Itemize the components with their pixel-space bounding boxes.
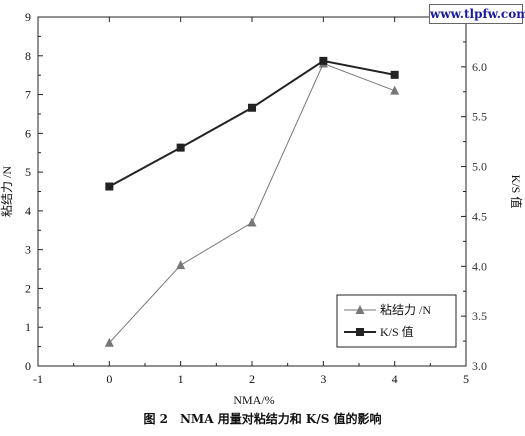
x-tick-label: -1 — [33, 372, 43, 386]
series-1-point — [247, 217, 257, 227]
y-right-tick-label: 6.0 — [472, 60, 487, 74]
series-2-point — [248, 103, 256, 112]
x-tick-label: 0 — [106, 372, 112, 386]
y-left-tick-label: 1 — [25, 320, 31, 334]
series-2-point — [176, 143, 185, 152]
y-left-tick-label: 2 — [25, 281, 31, 295]
y-left-axis-label: 粘结力 /N — [0, 166, 14, 217]
y-right-tick-label: 5.0 — [472, 160, 487, 174]
series-1-point — [390, 85, 400, 95]
series-1-point — [176, 260, 186, 270]
y-right-tick-label: 4.0 — [472, 259, 487, 273]
series-line-2 — [108, 59, 395, 188]
y-left-tick-label: 9 — [25, 10, 31, 24]
y-left-tick-label: 3 — [25, 243, 31, 257]
y-right-tick-label: 3.5 — [472, 309, 487, 323]
legend-label-1: 粘结力 /N — [380, 302, 431, 317]
y-right-axis-label: K/S 值 — [509, 175, 524, 209]
x-axis-label: NMA/% — [233, 393, 274, 407]
figure-caption: 图 2 NMA 用量对粘结力和 K/S 值的影响 — [143, 412, 382, 426]
series-1-point — [104, 337, 114, 347]
x-tick-label: 5 — [463, 372, 469, 386]
legend-label-2: K/S 值 — [380, 324, 414, 339]
y-right-tick-label: 5.5 — [472, 110, 487, 124]
y-left-tick-label: 4 — [25, 204, 31, 218]
x-tick-label: 2 — [249, 372, 255, 386]
legend-box — [336, 294, 457, 348]
y-left-tick-label: 8 — [25, 49, 31, 63]
x-tick-label: 4 — [392, 372, 398, 386]
watermark: www.tlpfw.com — [429, 4, 525, 24]
y-right-tick-label: 3.0 — [472, 359, 487, 373]
legend-marker-2 — [356, 328, 364, 336]
y-right-tick-label: 4.5 — [472, 209, 487, 223]
y-left-tick-label: 5 — [25, 165, 31, 179]
y-left-tick-label: 0 — [25, 359, 31, 373]
y-left-tick-label: 6 — [25, 126, 31, 140]
legend-marker-1 — [355, 305, 365, 314]
series-2-point — [105, 182, 114, 191]
series-2-point — [319, 56, 328, 65]
series-2-point — [390, 70, 399, 79]
x-tick-label: 3 — [320, 372, 326, 386]
y-left-tick-label: 7 — [25, 88, 31, 102]
x-tick-label: 1 — [178, 372, 184, 386]
